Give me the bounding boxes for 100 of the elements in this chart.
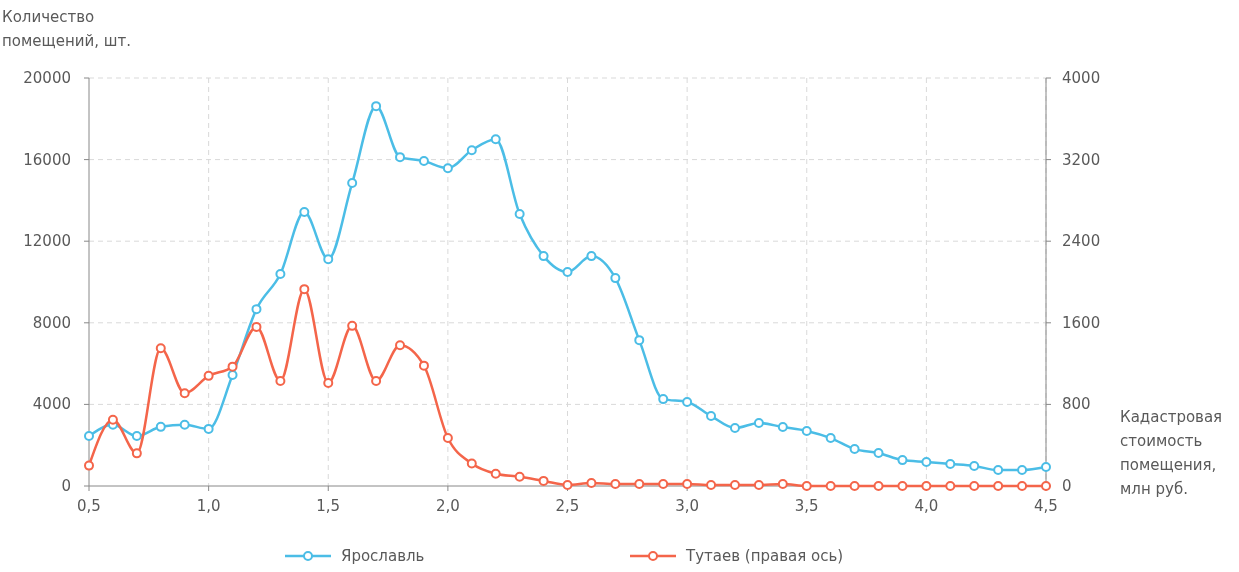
point [490,468,501,479]
point [203,423,214,434]
point [777,422,788,433]
point [347,178,358,189]
legend-label: Ярославль [341,547,425,565]
point [801,425,812,436]
point [227,361,238,372]
point [323,254,334,265]
x-tick-label: 3,5 [794,497,819,515]
point [1017,481,1028,491]
point [825,481,836,491]
point [873,481,884,491]
point [203,370,214,381]
point [84,431,94,442]
point [84,460,94,471]
point [227,370,238,381]
x-tick-label: 2,5 [555,497,580,515]
point [562,267,573,277]
point [897,481,908,491]
point [682,396,693,407]
point [562,479,573,490]
y-tick-label: 0 [61,477,71,495]
point [418,156,429,167]
point [801,481,812,491]
point [945,458,956,469]
x-axis-title: Кадастровая стоимость помещения, млн руб. [1120,408,1223,498]
x-tick-label: 0,5 [77,497,101,515]
point [275,375,286,386]
x-tick-label: 1,0 [196,497,221,515]
point [514,209,525,220]
point [969,461,980,472]
point [299,207,310,218]
point [442,433,453,444]
point [107,414,118,425]
point [849,444,860,455]
y-axis-title: Количество помещений, шт. [2,8,131,50]
legend-label: Тутаев (правая ось) [685,547,844,565]
y-tick-label: 20000 [23,69,71,87]
x-tick-label: 3,0 [675,497,700,515]
point [610,478,621,489]
point [945,481,956,491]
point [466,145,477,156]
point [969,481,980,491]
y-tick-label: 12000 [23,232,71,251]
point [897,455,908,466]
point [275,269,286,280]
point [729,423,740,434]
point [993,465,1004,476]
point [873,447,884,458]
point [514,471,525,482]
point [251,304,262,315]
x-tick-label: 2,0 [435,497,460,515]
point [371,101,382,112]
point [1041,462,1051,473]
point [179,419,190,430]
y2-tick-label: 2400 [1062,232,1101,251]
point [586,477,597,488]
point [395,152,406,163]
point [610,273,621,284]
point [323,377,334,388]
y2-tick-label: 1600 [1062,313,1101,332]
point [586,251,597,262]
point [729,479,740,490]
point [658,478,669,489]
point [825,433,836,444]
point [251,321,262,332]
point [1017,465,1028,476]
point [753,417,764,428]
point [347,320,358,331]
point [490,134,501,145]
point [777,478,788,489]
y2-tick-label: 0 [1062,477,1072,495]
point [538,475,549,486]
y2-tick-label: 800 [1062,395,1091,414]
y-tick-label: 4000 [32,395,71,414]
x-tick-label: 1,5 [316,497,341,515]
point [849,481,860,491]
point [395,340,406,351]
point [131,431,142,442]
point [538,251,549,262]
point [682,478,693,489]
point [155,343,166,354]
point [753,479,764,490]
y-tick-label: 16000 [23,150,71,169]
x-tick-label: 4,5 [1034,497,1058,515]
point [706,479,717,490]
y-tick-label: 8000 [32,313,71,332]
x-tick-label: 4,0 [914,497,939,515]
point [418,360,429,371]
point [179,388,190,399]
point [993,481,1004,491]
point [658,394,669,405]
point [371,375,382,386]
y2-tick-label: 4000 [1062,69,1101,87]
point [155,421,166,432]
point [442,163,453,174]
y2-tick-label: 3200 [1062,150,1101,169]
point [131,448,142,459]
point [706,411,717,422]
point [921,456,932,467]
